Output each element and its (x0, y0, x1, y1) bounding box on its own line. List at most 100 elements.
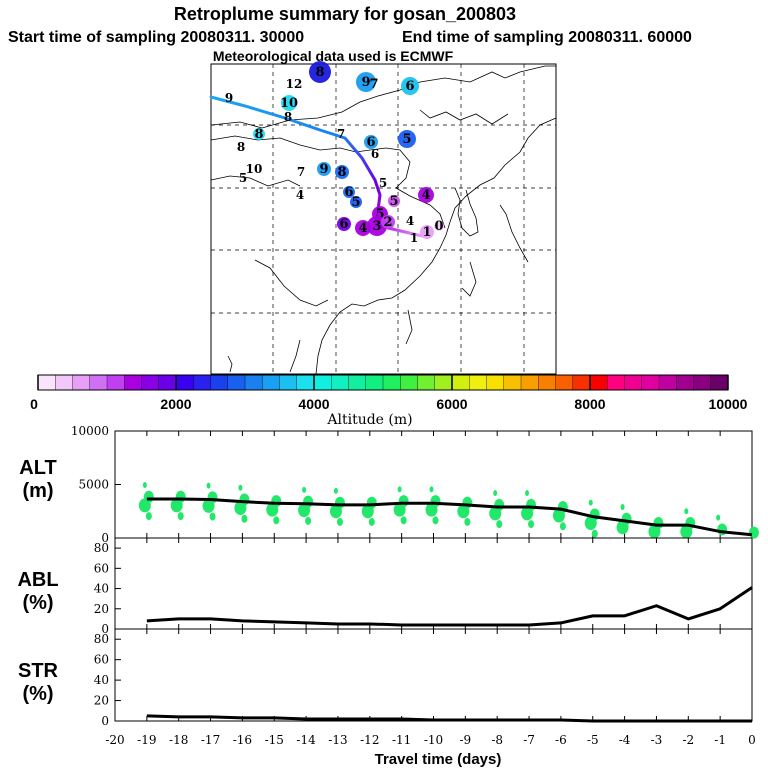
panel-xtick-label: -5 (587, 733, 599, 747)
map-label: 8 (309, 61, 331, 83)
colorbar-swatch (55, 375, 73, 390)
map-label: 6 (364, 135, 378, 150)
cluster-dot (303, 495, 314, 508)
map-label: 6 (337, 217, 351, 232)
end-time-label: End time of sampling 20080311. 60000 (402, 29, 692, 46)
panel-ylabel: ALT (19, 457, 56, 479)
map-cluster-dot (356, 72, 376, 92)
map-label: 5 (239, 171, 247, 185)
map-label: 7 (369, 77, 378, 92)
cluster-dot (528, 520, 535, 529)
panel-ytick-label: 10000 (71, 424, 109, 438)
map-label-number: 1 (422, 225, 431, 240)
map-label: 6 (343, 185, 355, 200)
panel-xtick-label: -14 (296, 733, 316, 747)
colorbar-tick-label: 8000 (574, 396, 605, 412)
map-label: 9 (317, 162, 331, 177)
colorbar-swatch (400, 375, 418, 390)
cluster-dot (559, 522, 566, 531)
colorbar-swatch (210, 375, 229, 390)
map-label: 0 (434, 219, 444, 234)
map-cluster-dot (401, 77, 419, 95)
map-cluster-dot (364, 135, 378, 149)
cluster-dot (207, 491, 218, 504)
panel-ytick-label: 60 (94, 561, 109, 575)
panel-xtick-label: -19 (137, 733, 156, 747)
map-label-number: 6 (371, 147, 379, 161)
colorbar-swatch (486, 375, 505, 390)
map-label-number: 4 (421, 188, 430, 203)
map-label: 1 (420, 225, 434, 240)
colorbar-swatch (590, 375, 608, 390)
colorbar-tick-label: 0 (30, 396, 38, 412)
map-gridlines (211, 64, 556, 374)
cluster-dot (239, 493, 250, 506)
map-cluster-dot (309, 61, 331, 83)
colorbar-swatch (245, 375, 263, 390)
panel-xtick-label: -16 (233, 733, 252, 747)
panel-xtick-label: -6 (555, 733, 567, 747)
cluster-dot (142, 482, 147, 489)
panel-xtick-label: -2 (682, 733, 694, 747)
cluster-dot (496, 520, 503, 529)
map-label-number: 5 (379, 176, 387, 190)
map-label-number: 6 (405, 79, 414, 94)
map-label: 4 (355, 220, 371, 236)
cluster-dot (302, 486, 307, 493)
panel-xtick-label: -10 (424, 733, 443, 747)
map-label-number: 7 (337, 127, 345, 141)
panel-ytick-label: 80 (94, 632, 109, 646)
map-cluster-dot (381, 215, 395, 229)
map-frame (210, 63, 557, 375)
map-label-number: 6 (339, 217, 348, 232)
panel-ytick-label: 40 (94, 582, 109, 596)
series-line (146, 586, 753, 627)
cluster-dot (336, 517, 343, 526)
colorbar-swatch (383, 375, 401, 390)
cluster-dot (620, 503, 625, 510)
series-line (146, 497, 753, 537)
map-label-number: 8 (237, 140, 245, 154)
colorbar-swatch (710, 375, 729, 390)
map-cluster-dot (398, 130, 416, 148)
panel-xtick-label: -8 (491, 733, 503, 747)
cluster-dot (494, 498, 505, 511)
map-label-number: 5 (239, 171, 247, 185)
map-label: 5 (398, 130, 416, 148)
panel-xlabel: Travel time (days) (375, 751, 502, 768)
panel-xtick-label: -1 (714, 733, 726, 747)
colorbar-swatch (538, 375, 556, 390)
colorbar-swatch (365, 375, 384, 390)
map-cluster-dot (388, 195, 400, 207)
map-label-number: 10 (246, 162, 263, 176)
map-label-number: 5 (351, 195, 360, 210)
map-label: 8 (253, 127, 265, 142)
panel-ytick-label: 40 (94, 673, 109, 687)
panel-yunit: (%) (22, 683, 53, 705)
panel-ytick-label: 20 (94, 602, 109, 616)
panel-ytick-label: 5000 (78, 478, 109, 492)
series-line (146, 714, 752, 723)
map-cluster-dot (350, 196, 362, 208)
map-cluster-dot (337, 217, 351, 231)
time-series-panels: 1000050000ALT(m)806040200ABL(%)806040200… (17, 424, 759, 768)
map-label: 5 (350, 195, 362, 210)
colorbar-swatch (262, 375, 280, 390)
map-cluster-dot (355, 220, 371, 236)
chart-title: Retroplume summary for gosan_200803 (174, 4, 516, 24)
colorbar-swatch (572, 375, 591, 390)
map-label-number: 8 (315, 65, 324, 80)
map-label: 9 (356, 72, 376, 92)
panel-ytick-label: 20 (94, 694, 109, 708)
cluster-dot (716, 514, 721, 521)
panel-xtick-label: -12 (360, 733, 379, 747)
cluster-dot (397, 486, 402, 493)
panel-abl: 80 60 40 20 0 ABL(%) (17, 537, 753, 636)
cluster-dot (238, 484, 243, 491)
cluster-dot (143, 490, 154, 503)
panel-xtick-label: -15 (265, 733, 284, 747)
map-label-number: 8 (254, 127, 263, 142)
map-label: 4 (418, 187, 434, 203)
cluster-dot (429, 486, 434, 493)
